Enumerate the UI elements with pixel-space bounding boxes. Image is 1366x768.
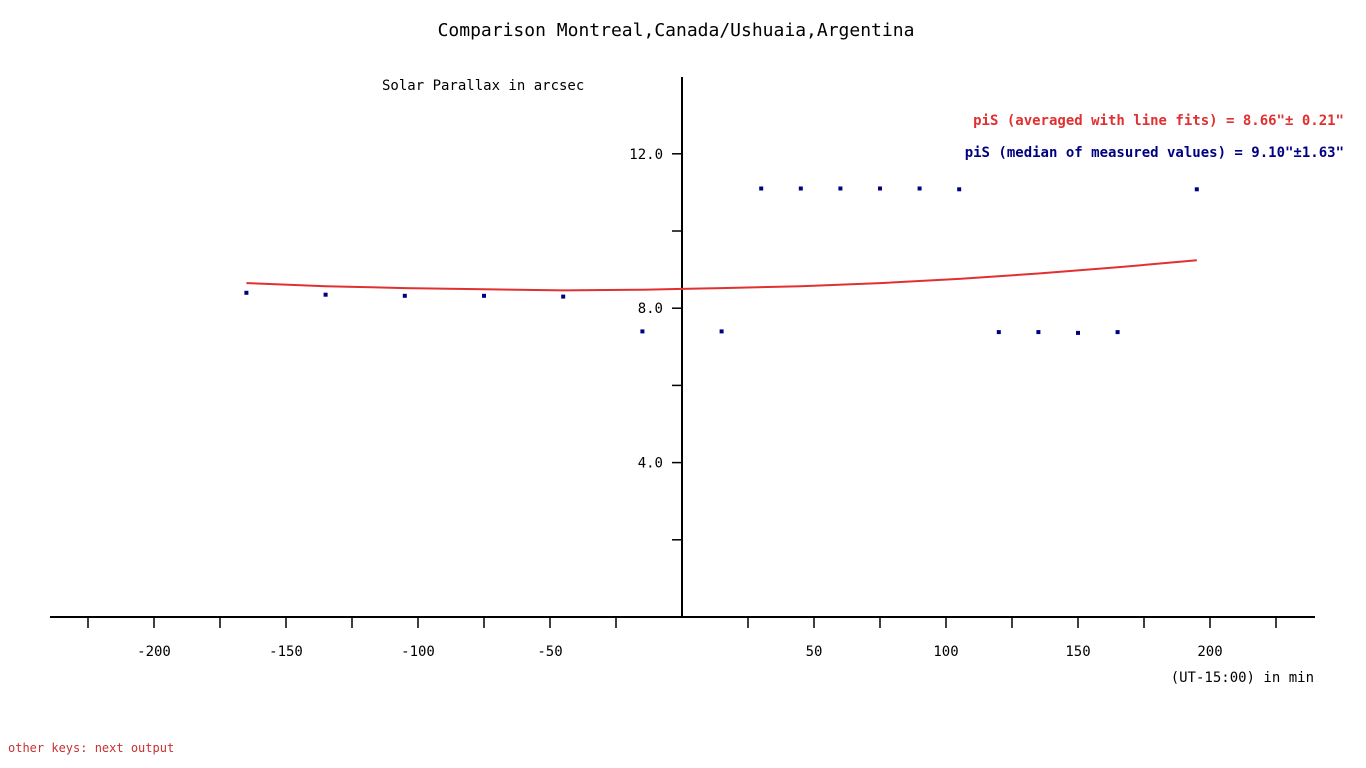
axes [50,77,1315,618]
x-tick-label: -50 [537,644,562,660]
y-tick-label: 8.0 [638,301,663,317]
data-point [878,186,882,191]
x-tick-label: 100 [933,644,958,660]
x-tick-label: -100 [401,644,435,660]
chart-title: Comparison Montreal,Canada/Ushuaia,Argen… [438,20,915,41]
y-tick-label: 12.0 [629,147,663,163]
x-tick-label: -200 [137,644,171,660]
data-point [402,293,407,298]
data-point [759,186,764,191]
fit-line [246,259,1197,292]
data-point [917,186,922,191]
data-point [1194,187,1199,192]
data-point [244,290,249,295]
ticks: -200 -150 -100 -50 50 100 150 200 4.0 8.0 12.0 [87,147,1277,660]
data-point [996,330,1001,335]
data-point [1115,330,1120,335]
data-point [719,329,724,334]
x-tick-label: 50 [806,644,823,660]
annotation-averaged: piS (averaged with line fits) = 8.66"± 0… [973,113,1344,129]
x-axis-label: (UT-15:00) in min [1171,670,1314,686]
y-tick-label: 4.0 [638,456,663,472]
data-point [482,293,486,298]
x-tick-label: 150 [1065,644,1090,660]
data-point [640,329,645,334]
data-point [957,187,962,192]
x-tick-label: -150 [269,644,303,660]
measured-points-series [244,186,1199,335]
data-point [1036,330,1041,335]
data-point [323,292,328,297]
data-point [838,186,843,191]
data-point [798,186,803,191]
fit-line-series [246,259,1197,292]
data-point [1076,330,1080,335]
footer-hint: other keys: next output [8,741,175,755]
data-point [561,294,566,299]
x-tick-label: 200 [1197,644,1222,660]
y-axis-label: Solar Parallax in arcsec [382,78,584,94]
annotation-median: piS (median of measured values) = 9.10"±… [965,145,1344,161]
